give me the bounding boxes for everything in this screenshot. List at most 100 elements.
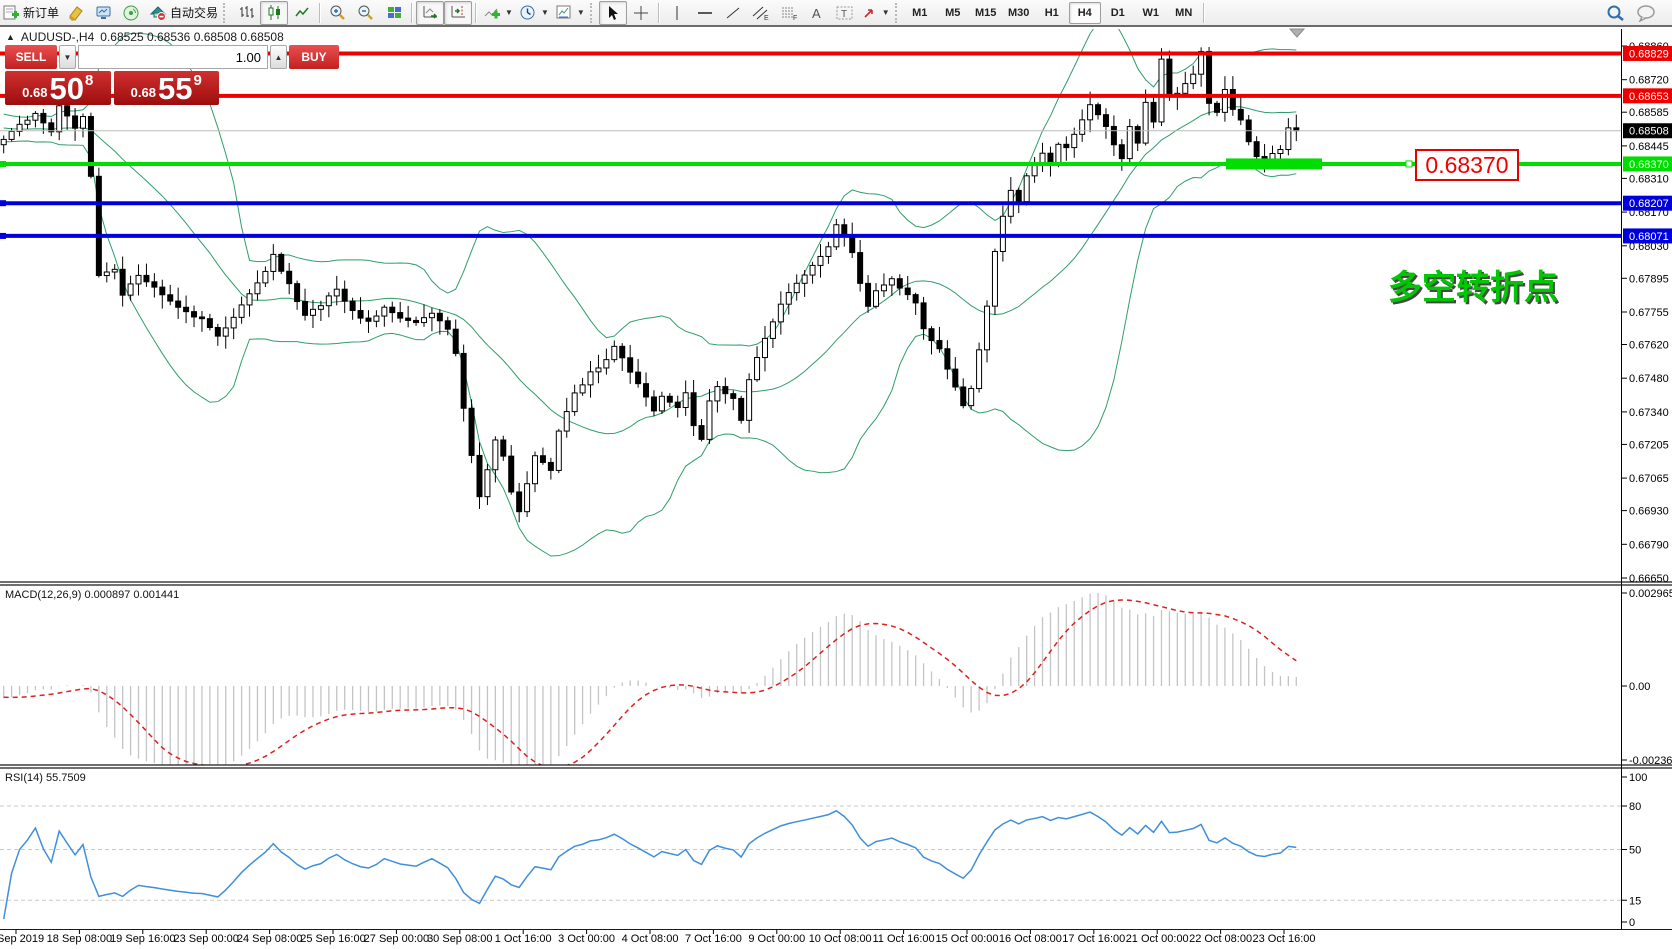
svg-text:0.68585: 0.68585 bbox=[1629, 107, 1669, 119]
arrows-tool-button[interactable]: ▼ bbox=[859, 1, 893, 25]
tab-m30[interactable]: M30 bbox=[1008, 6, 1030, 19]
trendline-tool-button[interactable] bbox=[719, 1, 747, 25]
eraser-button[interactable] bbox=[62, 1, 90, 25]
svg-text:0.67480: 0.67480 bbox=[1629, 373, 1669, 385]
svg-text:7 Oct 16:00: 7 Oct 16:00 bbox=[685, 933, 742, 945]
svg-text:0.68071: 0.68071 bbox=[1629, 231, 1669, 243]
new-order-button[interactable]: 新订单 bbox=[0, 1, 62, 25]
ohlc-bars-icon bbox=[239, 6, 254, 18]
sell-button[interactable]: SELL bbox=[5, 45, 57, 69]
svg-text:0: 0 bbox=[1629, 917, 1635, 929]
svg-text:0.68829: 0.68829 bbox=[1629, 48, 1669, 60]
pivot-annotation[interactable]: 多空转折点 bbox=[1388, 269, 1558, 307]
chart-shift-icon bbox=[451, 6, 465, 18]
toolbar-separator bbox=[1202, 2, 1205, 23]
buy-price-big: 55 bbox=[157, 71, 193, 106]
tab-d1[interactable]: D1 bbox=[1110, 6, 1125, 19]
volume-input[interactable] bbox=[78, 45, 268, 69]
volume-increase-button[interactable]: ▲ bbox=[270, 45, 287, 69]
tab-mn[interactable]: MN bbox=[1175, 6, 1193, 19]
svg-text:25 Sep 16:00: 25 Sep 16:00 bbox=[300, 933, 365, 945]
buy-price-sup: 9 bbox=[193, 72, 202, 89]
svg-text:E: E bbox=[764, 15, 769, 21]
svg-text:30 Sep 08:00: 30 Sep 08:00 bbox=[427, 933, 492, 945]
line-chart-icon bbox=[294, 7, 309, 17]
svg-text:22 Oct 08:00: 22 Oct 08:00 bbox=[1189, 933, 1252, 945]
svg-text:50: 50 bbox=[1629, 845, 1641, 857]
chart-shift-marker[interactable] bbox=[1288, 28, 1306, 38]
toolbar-grip bbox=[894, 2, 902, 23]
svg-text:0.68370: 0.68370 bbox=[1629, 159, 1669, 171]
collapse-icon[interactable]: ▲ bbox=[6, 32, 15, 42]
market-watch-button[interactable] bbox=[90, 1, 118, 25]
vertical-line-tool-button[interactable] bbox=[663, 1, 691, 25]
svg-text:0.66790: 0.66790 bbox=[1629, 539, 1669, 551]
hline-objects bbox=[0, 28, 1622, 239]
tab-m5[interactable]: M5 bbox=[945, 6, 961, 19]
signals-button[interactable] bbox=[118, 1, 146, 25]
svg-text:0.68207: 0.68207 bbox=[1629, 198, 1669, 210]
buy-price-box[interactable]: 0.68 55 9 bbox=[113, 71, 219, 106]
zoom-in-button[interactable] bbox=[324, 1, 352, 25]
monitor-icon bbox=[96, 6, 111, 19]
chart-title: ▲ AUDUSD-,H4 0.68525 0.68536 0.68508 0.6… bbox=[6, 30, 284, 44]
svg-text:0.67340: 0.67340 bbox=[1629, 407, 1669, 419]
crosshair-icon bbox=[633, 5, 648, 20]
horizontal-line-tool-button[interactable] bbox=[691, 1, 719, 25]
volume-decrease-button[interactable]: ▼ bbox=[59, 45, 76, 69]
tab-m1[interactable]: M1 bbox=[912, 6, 928, 19]
svg-text:21 Oct 00:00: 21 Oct 00:00 bbox=[1126, 933, 1189, 945]
svg-text:18 Sep 08:00: 18 Sep 08:00 bbox=[47, 933, 112, 945]
text-label-tool-button[interactable]: T bbox=[831, 1, 859, 25]
indicators-button[interactable]: ▼ bbox=[480, 1, 516, 25]
chevron-down-icon: ▼ bbox=[540, 8, 549, 17]
cursor-icon bbox=[608, 5, 618, 20]
price-level-callout[interactable]: 0.68370 bbox=[1415, 149, 1519, 181]
crosshair-tool-button[interactable] bbox=[627, 1, 655, 25]
signal-icon bbox=[123, 5, 139, 20]
chart-ohlc-values: 0.68525 0.68536 0.68508 0.68508 bbox=[100, 30, 284, 44]
candlestick-mode-button[interactable] bbox=[260, 0, 289, 25]
sell-price-big: 50 bbox=[49, 71, 84, 106]
svg-text:T: T bbox=[841, 9, 847, 20]
tile-windows-icon bbox=[387, 7, 401, 18]
zoom-out-button[interactable] bbox=[352, 1, 380, 25]
tab-h4[interactable]: H4 bbox=[1068, 1, 1101, 24]
chart-shift-button[interactable] bbox=[444, 0, 473, 25]
svg-text:0.68508: 0.68508 bbox=[1629, 126, 1669, 138]
toolbar-grip bbox=[223, 2, 230, 23]
templates-button[interactable]: ▼ bbox=[552, 1, 588, 25]
periods-button[interactable]: ▼ bbox=[516, 1, 552, 25]
toolbar-separator bbox=[411, 2, 414, 23]
tab-w1[interactable]: W1 bbox=[1142, 6, 1159, 19]
autotrading-button[interactable]: 自动交易 bbox=[146, 1, 221, 25]
svg-text:0.68030: 0.68030 bbox=[1629, 241, 1669, 253]
svg-text:0.002965: 0.002965 bbox=[1629, 588, 1672, 600]
fibonacci-tool-button[interactable]: F bbox=[775, 1, 803, 25]
svg-text:10 Oct 08:00: 10 Oct 08:00 bbox=[809, 933, 872, 945]
toolbar: 新订单 bbox=[0, 0, 1672, 27]
chat-icon[interactable] bbox=[1636, 4, 1658, 22]
tile-windows-button[interactable] bbox=[380, 1, 408, 25]
svg-text:0.68720: 0.68720 bbox=[1629, 75, 1669, 87]
auto-scroll-button[interactable] bbox=[416, 0, 445, 25]
tab-h1[interactable]: H1 bbox=[1044, 6, 1059, 19]
buy-price-prefix: 0.68 bbox=[130, 85, 156, 100]
highlight-rectangle[interactable] bbox=[1226, 158, 1322, 170]
channel-tool-button[interactable]: E bbox=[747, 1, 775, 25]
vertical-line-icon bbox=[676, 5, 678, 20]
tab-m15[interactable]: M15 bbox=[975, 6, 997, 19]
cursor-tool-button[interactable] bbox=[598, 0, 627, 25]
text-tool-button[interactable]: A bbox=[803, 1, 831, 25]
bar-chart-mode-button[interactable] bbox=[232, 1, 260, 25]
rsi-panel bbox=[0, 805, 1622, 920]
sell-price-box[interactable]: 0.68 50 8 bbox=[5, 71, 111, 105]
svg-text:17 Oct 16:00: 17 Oct 16:00 bbox=[1062, 933, 1125, 945]
new-order-label: 新订单 bbox=[23, 6, 60, 20]
search-icon[interactable] bbox=[1606, 4, 1626, 22]
chevron-down-icon: ▼ bbox=[576, 8, 585, 17]
line-chart-mode-button[interactable] bbox=[288, 1, 316, 25]
buy-button[interactable]: BUY bbox=[289, 45, 339, 69]
svg-text:15: 15 bbox=[1629, 895, 1641, 907]
